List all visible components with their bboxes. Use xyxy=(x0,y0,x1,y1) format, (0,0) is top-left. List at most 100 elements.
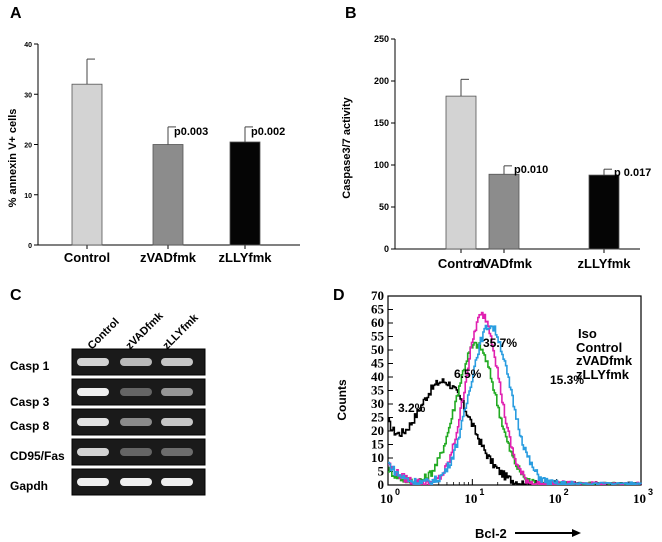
legend-entry: zLLYfmk xyxy=(576,367,630,382)
y-tick-label: 60 xyxy=(371,315,384,330)
bar xyxy=(488,173,520,250)
gel-row-label: Casp 8 xyxy=(10,419,50,433)
y-tick-label: 55 xyxy=(371,329,385,344)
gel-rows: Casp 1 Casp 3 Casp 8 CD95/Fas Gapdh xyxy=(10,348,206,496)
gel-band xyxy=(161,448,193,456)
y-tick-label: 20 xyxy=(371,423,384,438)
panel-c-letter: C xyxy=(10,287,22,304)
p-value-label: p0.003 xyxy=(174,126,208,138)
p-value-label: p0.010 xyxy=(514,164,548,176)
panel-b-y-axis-label: Caspase3/7 activity xyxy=(341,96,353,198)
y-tick-label: 50 xyxy=(371,342,384,357)
gel-row-label: Casp 3 xyxy=(10,395,50,409)
gel-band xyxy=(120,478,152,486)
bar xyxy=(71,83,103,246)
panel-a-axes: 0 10 20 30 40 Control zVADfmk zLLYfmk xyxy=(24,42,300,265)
gel-band xyxy=(161,388,193,396)
gel-band xyxy=(120,448,152,456)
gel-lane-label-control: Control xyxy=(86,316,122,352)
panel-b-letter: B xyxy=(345,5,357,22)
y-tick-label: 15 xyxy=(371,437,385,452)
gel-lane-label-zlly: zLLYfmk xyxy=(161,311,202,352)
y-tick-label: 40 xyxy=(24,42,32,49)
gel-row-label: Casp 1 xyxy=(10,359,50,373)
y-tick-label: 5 xyxy=(378,464,385,479)
gel-row-label: Gapdh xyxy=(10,479,48,493)
legend-entry: Control xyxy=(576,340,622,355)
gel-band xyxy=(120,358,152,366)
panel-d-histogram-curves xyxy=(388,311,642,485)
y-tick-label: 100 xyxy=(374,160,389,170)
category-label: zLLYfmk xyxy=(578,256,632,271)
histogram-curve-zllyfmk xyxy=(388,324,642,485)
gel-band xyxy=(77,358,109,366)
histogram-curve-iso xyxy=(388,378,642,485)
y-tick-label: 10 xyxy=(24,193,32,200)
p-value-label: p 0.017 xyxy=(614,167,651,179)
percentage-annotation: 35.7% xyxy=(483,336,517,350)
p-value-label: p0.002 xyxy=(251,126,285,138)
y-tick-label: 10 xyxy=(371,450,384,465)
gel-band xyxy=(77,448,109,456)
y-tick-label: 0 xyxy=(28,243,32,250)
x-tick-exponent: 3 xyxy=(648,487,653,497)
panel-d-y-axis-label: Counts xyxy=(335,379,349,421)
y-tick-label: 0 xyxy=(378,477,385,492)
y-tick-label: 65 xyxy=(371,302,385,317)
gel-band xyxy=(120,418,152,426)
bar xyxy=(588,174,620,250)
y-tick-label: 45 xyxy=(371,356,385,371)
y-tick-label: 70 xyxy=(371,288,384,303)
gel-row-label: CD95/Fas xyxy=(10,449,65,463)
y-tick-label: 20 xyxy=(24,143,32,150)
y-tick-label: 0 xyxy=(384,244,389,254)
y-tick-label: 30 xyxy=(24,92,32,99)
category-label: Control xyxy=(438,256,484,271)
x-tick-label: 10 xyxy=(380,491,393,506)
panel-a-bar-chart: A % annexin V+ cells 0 10 20 30 40 Control zVA… xyxy=(7,5,300,265)
panel-d-x-arrow-head xyxy=(572,529,581,537)
legend-entry: zVADfmk xyxy=(576,353,633,368)
y-tick-label: 25 xyxy=(371,410,385,425)
x-tick-label: 10 xyxy=(633,491,646,506)
gel-band xyxy=(161,418,193,426)
x-tick-exponent: 0 xyxy=(395,487,400,497)
category-label: zLLYfmk xyxy=(219,250,273,265)
gel-band xyxy=(77,478,109,486)
gel-band xyxy=(161,358,193,366)
x-tick-exponent: 1 xyxy=(479,487,484,497)
x-tick-exponent: 2 xyxy=(564,487,569,497)
panel-d-letter: D xyxy=(333,287,345,304)
y-tick-label: 250 xyxy=(374,34,389,44)
panel-a-y-axis-label: % annexin V+ cells xyxy=(7,109,19,208)
y-tick-label: 40 xyxy=(371,369,384,384)
gel-band xyxy=(120,388,152,396)
panel-b-bar-chart: B Caspase3/7 activity 0 50 100 150 200 250 Con… xyxy=(341,5,651,271)
gel-band xyxy=(77,418,109,426)
legend-entry: Iso xyxy=(578,326,597,341)
category-label: Control xyxy=(64,250,110,265)
bar xyxy=(229,141,261,246)
category-label: zVADfmk xyxy=(140,250,197,265)
y-tick-label: 30 xyxy=(371,396,384,411)
category-label: zVADfmk xyxy=(476,256,533,271)
panel-a-bars: p0.003 p0.002 xyxy=(71,58,285,246)
gel-band xyxy=(161,478,193,486)
panel-d-x-axis-label: Bcl-2 xyxy=(475,526,507,541)
percentage-annotation: 15.3% xyxy=(550,373,584,387)
bar xyxy=(445,95,477,250)
y-tick-label: 150 xyxy=(374,118,389,128)
gel-lane-label-zvad: zVADfmk xyxy=(124,309,167,352)
panel-b-bars: p0.010 p 0.017 xyxy=(445,78,651,250)
gel-band xyxy=(77,388,109,396)
bar xyxy=(152,144,184,246)
percentage-annotation: 3.2% xyxy=(398,401,426,415)
x-tick-label: 10 xyxy=(549,491,562,506)
y-tick-label: 35 xyxy=(371,383,385,398)
y-tick-label: 50 xyxy=(379,202,389,212)
percentage-annotation: 6.5% xyxy=(454,367,482,381)
